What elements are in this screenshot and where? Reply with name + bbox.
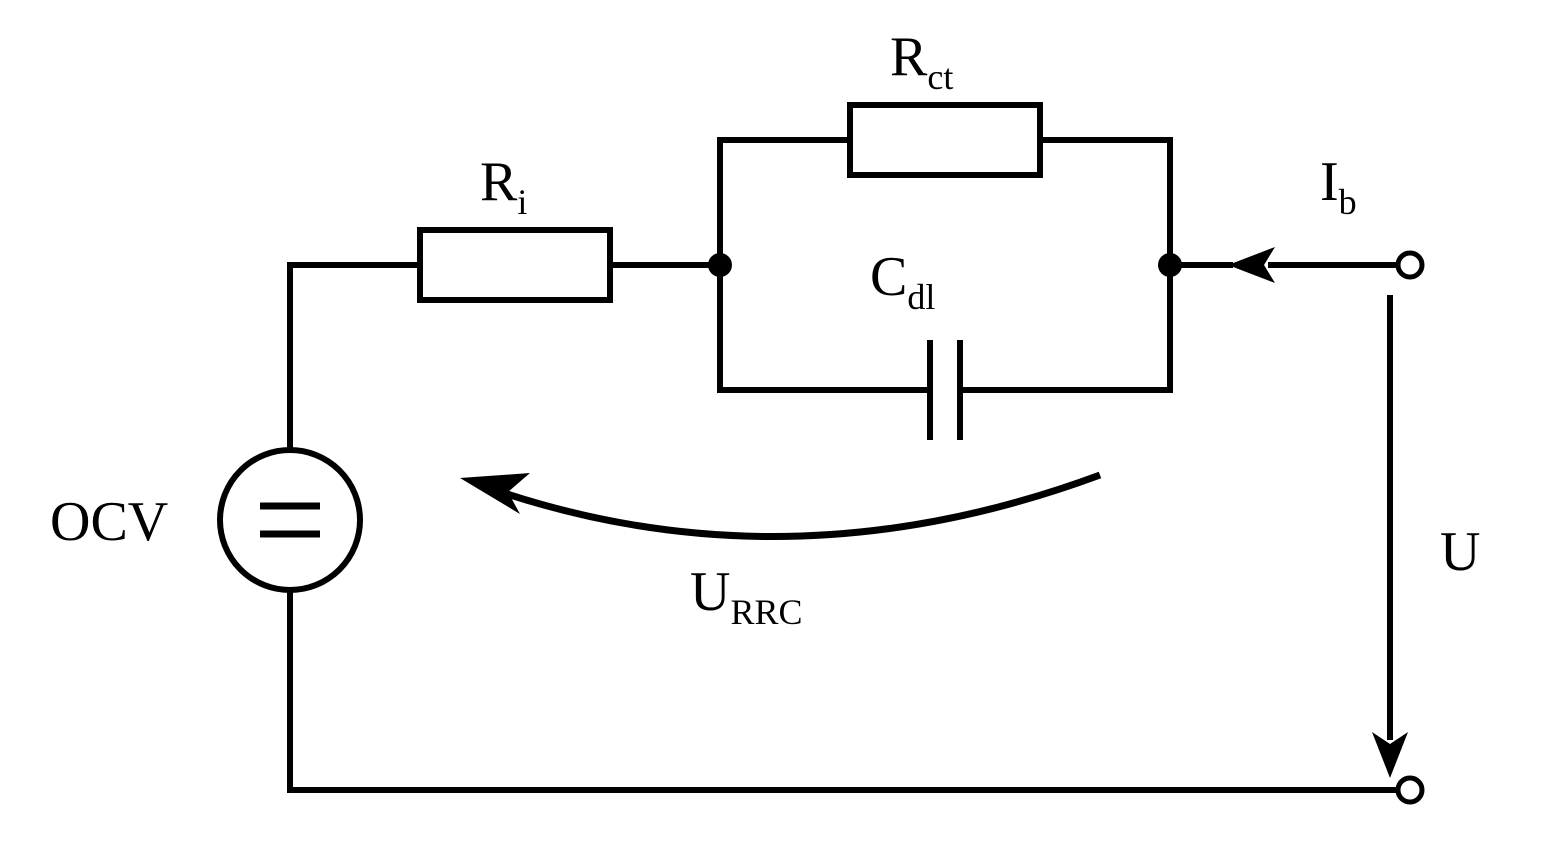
label-ocv: OCV <box>50 491 168 553</box>
label-u: U <box>1440 521 1480 583</box>
resistor-ri <box>420 230 610 300</box>
voltage-arrow-urrc <box>460 473 1100 537</box>
current-arrow-ib <box>1228 247 1398 283</box>
terminal-top <box>1398 253 1422 277</box>
node-left <box>708 253 732 277</box>
circuit-diagram: OCV Ri Rct Cdl Ib U URRC <box>0 0 1564 850</box>
dc-source <box>220 450 360 590</box>
label-rct: Rct <box>890 26 953 97</box>
label-urrc: URRC <box>690 561 803 632</box>
resistor-rct <box>850 105 1040 175</box>
label-ib: Ib <box>1320 151 1357 222</box>
terminal-bottom <box>1398 778 1422 802</box>
label-cdl: Cdl <box>870 246 935 317</box>
voltage-arrow-u <box>1372 295 1408 778</box>
label-ri: Ri <box>480 151 527 222</box>
node-right <box>1158 253 1182 277</box>
capacitor-cdl <box>930 340 960 440</box>
